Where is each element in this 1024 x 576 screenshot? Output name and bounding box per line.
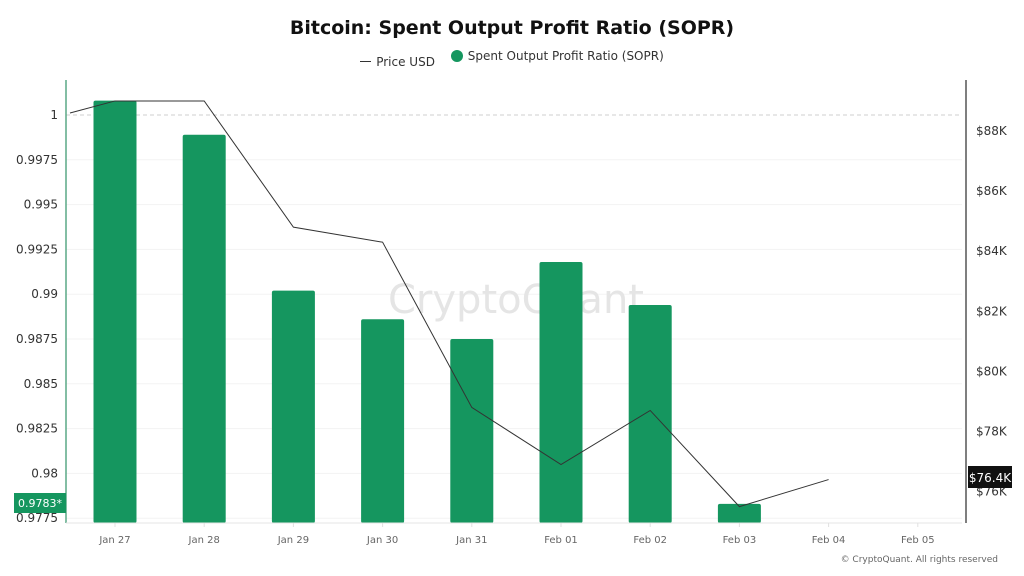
- right-tick-label: $88K: [976, 124, 1008, 138]
- left-current-value: 0.9783*: [18, 497, 62, 510]
- line-swatch-icon: [360, 61, 372, 62]
- sopr-bar[interactable]: [93, 100, 137, 523]
- right-ticks: $88K $86K $84K $82K $80K $78K $76K: [976, 124, 1008, 499]
- sopr-bar[interactable]: [717, 503, 761, 523]
- watermark: CryptoQuant: [388, 277, 644, 323]
- x-ticks: Jan 27 Jan 28 Jan 29 Jan 30 Jan 31 Feb 01 Feb …: [98, 523, 935, 546]
- x-tick-label: Feb 04: [812, 535, 846, 546]
- sopr-bar[interactable]: [361, 319, 405, 523]
- dot-swatch-icon: [450, 50, 463, 62]
- chart-title: Bitcoin: Spent Output Profit Ratio (SOPR…: [289, 17, 735, 39]
- legend: Price USD Spent Output Profit Ratio (SOP…: [0, 49, 1024, 69]
- legend-item-price[interactable]: Price USD: [360, 55, 435, 69]
- left-tick-label: 0.995: [24, 198, 58, 212]
- right-tick-label: $78K: [976, 425, 1008, 439]
- x-tick-label: Feb 02: [633, 535, 667, 546]
- x-tick-label: Jan 30: [366, 535, 398, 546]
- left-current-value-badge: 0.9783*: [14, 493, 66, 513]
- left-tick-label: 0.985: [24, 377, 58, 391]
- right-tick-label: $82K: [976, 304, 1008, 318]
- sopr-bar[interactable]: [539, 261, 583, 523]
- legend-item-sopr[interactable]: Spent Output Profit Ratio (SOPR): [450, 49, 664, 63]
- x-tick-label: Feb 05: [901, 535, 935, 546]
- left-tick-label: 0.9925: [16, 242, 58, 256]
- sopr-bar[interactable]: [450, 339, 494, 523]
- left-tick-label: 1: [50, 108, 58, 122]
- left-tick-label: 0.99: [31, 287, 58, 301]
- sopr-bar[interactable]: [628, 304, 672, 523]
- x-tick-label: Feb 03: [723, 535, 757, 546]
- sopr-bar[interactable]: [182, 134, 226, 523]
- left-tick-label: 0.9825: [16, 422, 58, 436]
- x-tick-label: Jan 31: [455, 535, 487, 546]
- left-tick-label: 0.9975: [16, 153, 58, 167]
- x-tick-label: Jan 29: [277, 535, 309, 546]
- left-ticks: 1 0.9975 0.995 0.9925 0.99 0.9875 0.985 0.9825 0…: [16, 108, 58, 525]
- copyright: © CryptoQuant. All rights reserved: [841, 555, 998, 565]
- x-tick-label: Feb 01: [544, 535, 578, 546]
- left-tick-label: 0.98: [31, 466, 58, 480]
- right-tick-label: $76K: [976, 485, 1008, 499]
- right-current-value: $76.4K: [969, 471, 1012, 485]
- legend-label-sopr: Spent Output Profit Ratio (SOPR): [467, 49, 664, 63]
- right-tick-label: $84K: [976, 244, 1008, 258]
- price-line-group: [69, 100, 829, 508]
- price-line: [69, 100, 829, 508]
- x-tick-label: Jan 28: [188, 535, 220, 546]
- right-tick-label: $80K: [976, 364, 1008, 378]
- legend-label-price: Price USD: [376, 54, 435, 69]
- right-tick-label: $86K: [976, 184, 1008, 198]
- left-tick-label: 0.9775: [16, 511, 58, 525]
- sopr-bar[interactable]: [271, 290, 315, 523]
- x-tick-label: Jan 27: [98, 535, 130, 546]
- left-tick-label: 0.9875: [16, 332, 58, 346]
- right-current-value-badge: $76.4K: [968, 466, 1012, 488]
